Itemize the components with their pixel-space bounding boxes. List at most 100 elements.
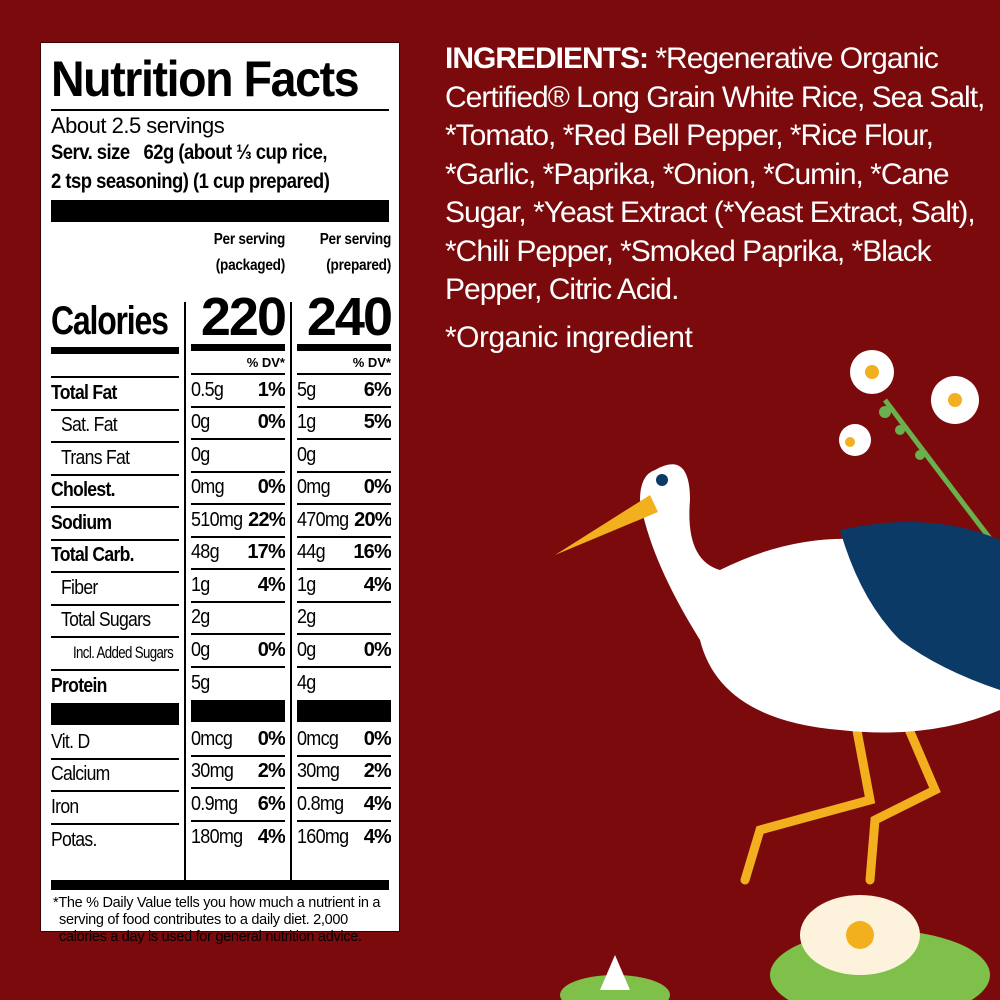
nutrient-row-label: Total Sugars (51, 606, 179, 638)
nutrient-row-prepared: 0mg 0% (297, 473, 391, 505)
nutrient-row-prepared: 0g (297, 440, 391, 473)
nutrient-label: Cholest. (51, 479, 115, 502)
percent-dv: 16% (353, 541, 391, 564)
vitamin-row-label: Potas. (51, 825, 179, 858)
amount: 1g (191, 573, 210, 596)
ingredients-section: INGREDIENTS: *Regenerative Organic Certi… (445, 40, 995, 356)
amount: 0.9mg (191, 792, 238, 815)
vitamin-row-label: Vit. D (51, 727, 179, 760)
water-lily-icon (600, 895, 920, 990)
percent-dv: 0% (257, 638, 285, 661)
amount: 0g (191, 411, 210, 434)
amount: 1g (297, 573, 316, 596)
nutrient-label: Sat. Fat (61, 414, 118, 437)
amount: 30mg (297, 760, 340, 783)
nutrient-label: Calcium (51, 763, 110, 786)
nutrient-label: Protein (51, 675, 107, 698)
thick-divider (51, 880, 389, 890)
nutrient-row-packaged: 5g (191, 668, 285, 701)
header-line: (prepared) (326, 257, 391, 274)
stork-wing (840, 522, 1000, 690)
amount: 0mg (297, 476, 331, 499)
nutrient-row-label: Sodium (51, 508, 179, 541)
nutrient-row-prepared: 2g (297, 603, 391, 635)
nutrient-row-packaged: 0g 0% (191, 408, 285, 440)
daily-value-footnote: *The % Daily Value tells you how much a … (53, 895, 381, 945)
percent-dv: 4% (363, 573, 391, 596)
amount: 30mg (191, 760, 234, 783)
stork-illustration (555, 350, 1000, 1000)
nutrition-title: Nutrition Facts (51, 51, 360, 107)
amount: 160mg (297, 826, 349, 849)
percent-dv: 17% (247, 541, 285, 564)
organic-note: *Organic ingredient (445, 320, 693, 354)
amount: 5g (297, 378, 316, 401)
flower-stem (879, 398, 997, 547)
column-divider (184, 302, 186, 882)
nutrient-label: Incl. Added Sugars (73, 643, 174, 663)
percent-dv: 2% (257, 760, 285, 783)
ingredients-list: INGREDIENTS: *Regenerative Organic Certi… (445, 40, 995, 310)
header-line: (packaged) (215, 257, 285, 274)
percent-dv: 0% (363, 638, 391, 661)
percent-dv: 0% (257, 411, 285, 434)
amount: 1g (297, 411, 316, 434)
percent-dv: 1% (257, 378, 285, 401)
divider (51, 109, 389, 111)
amount: 0g (191, 638, 210, 661)
amount: 4g (297, 672, 316, 695)
ingredients-text: *Regenerative Organic Certified® Long Gr… (445, 42, 985, 306)
vitamin-row-packaged: 180mg 4% (191, 822, 285, 855)
nutrient-row-prepared: 5g 6% (297, 375, 391, 408)
amount: 0mcg (297, 727, 339, 750)
amount: 48g (191, 541, 220, 564)
amount: 0g (297, 638, 316, 661)
section-bar (297, 700, 391, 722)
nutrient-row-label: Incl. Added Sugars (51, 638, 179, 671)
label-column: Calories Total Fat Sat. Fat Trans Fat Chole… (51, 222, 179, 857)
amount: 180mg (191, 826, 243, 849)
nutrient-row-label: Cholest. (51, 476, 179, 508)
percent-dv: 2% (363, 760, 391, 783)
stork-eye (656, 474, 668, 486)
ingredients-heading: INGREDIENTS: (445, 42, 649, 75)
percent-dv: 4% (257, 826, 285, 849)
stork-body (640, 464, 1000, 733)
nutrient-label: Total Sugars (61, 609, 151, 632)
header-line: Per serving (213, 231, 285, 248)
stork-beak (555, 495, 658, 555)
nutrient-row-prepared: 470mg 20% (297, 505, 391, 538)
percent-dv: 4% (363, 792, 391, 815)
percent-dv: 6% (257, 792, 285, 815)
percent-dv: 4% (257, 573, 285, 596)
amount: 2g (297, 606, 316, 629)
vitamin-row-prepared: 160mg 4% (297, 822, 391, 855)
nutrient-row-prepared: 44g 16% (297, 538, 391, 570)
nutrient-row-label: Protein (51, 671, 179, 704)
nutrient-row-packaged: 510mg 22% (191, 505, 285, 538)
thick-divider (51, 200, 389, 222)
amount: 0mg (191, 476, 225, 499)
nutrient-label: Vit. D (51, 730, 90, 753)
nutrient-row-prepared: 1g 5% (297, 408, 391, 440)
nutrient-row-prepared: 4g (297, 668, 391, 701)
nutrient-row-label: Total Carb. (51, 541, 179, 573)
vitamin-row-prepared: 0.8mg 4% (297, 789, 391, 822)
serving-size-value: 62g (about ⅓ cup rice, (143, 141, 327, 164)
section-bar (51, 703, 179, 725)
header-line: Per serving (319, 231, 391, 248)
packaged-column: Per serving (packaged) 220 % DV* 0.5g 1% 0g… (191, 222, 285, 854)
percent-dv: 6% (363, 378, 391, 401)
dv-header: % DV* (191, 351, 285, 375)
nutrient-label: Fiber (61, 576, 98, 599)
amount: 0mcg (191, 727, 233, 750)
serving-size: Serv. size 62g (about ⅓ cup rice, (51, 138, 348, 167)
nutrient-row-packaged: 48g 17% (191, 538, 285, 570)
nutrient-row-prepared: 1g 4% (297, 570, 391, 603)
nutrient-row-packaged: 2g (191, 603, 285, 635)
nutrient-row-packaged: 0g (191, 440, 285, 473)
nutrient-label: Sodium (51, 511, 112, 534)
nutrient-row-label: Total Fat (51, 378, 179, 411)
calories-prepared: 240 (306, 287, 391, 347)
amount: 5g (191, 672, 210, 695)
